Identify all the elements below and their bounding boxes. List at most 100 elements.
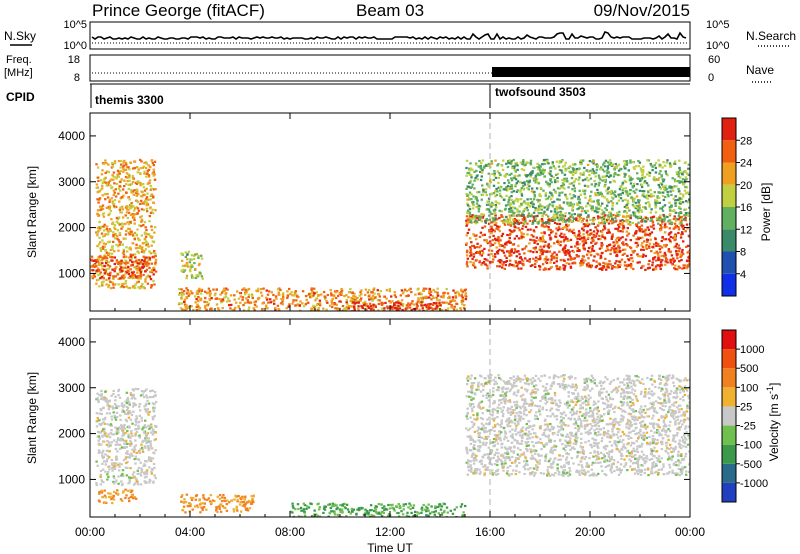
heatmap-cell [561, 165, 565, 168]
heatmap-cell [492, 234, 495, 237]
y-tick-label: 4000 [58, 129, 85, 143]
heatmap-cell [137, 458, 141, 461]
heatmap-cell [399, 303, 403, 306]
heatmap-cell [575, 217, 578, 220]
heatmap-cell [150, 193, 154, 196]
heatmap-cell [668, 201, 671, 204]
heatmap-cell [626, 162, 629, 165]
heatmap-cell [626, 215, 630, 218]
heatmap-cell [103, 398, 106, 401]
heatmap-cell [374, 305, 377, 308]
heatmap-cell [510, 230, 513, 233]
heatmap-cell [194, 498, 197, 501]
heatmap-cell [683, 189, 687, 192]
heatmap-cell [393, 304, 396, 307]
noise-panel [89, 21, 691, 50]
heatmap-cell [129, 495, 133, 499]
heatmap-cell [561, 178, 564, 182]
heatmap-cell [139, 171, 142, 174]
heatmap-cell [455, 302, 459, 305]
heatmap-cell [188, 269, 192, 272]
heatmap-cell [436, 305, 439, 308]
heatmap-cell [417, 299, 420, 302]
heatmap-cell [114, 481, 117, 484]
heatmap-cell [135, 451, 138, 454]
heatmap-cell [123, 179, 126, 182]
heatmap-cell [585, 176, 589, 179]
heatmap-cell [129, 393, 133, 396]
heatmap-cell [191, 292, 194, 295]
heatmap-cell [591, 208, 595, 211]
heatmap-cell [684, 212, 688, 215]
heatmap-cell [116, 450, 119, 453]
heatmap-cell [102, 280, 105, 283]
heatmap-cell [629, 257, 632, 260]
heatmap-cell [539, 257, 542, 260]
heatmap-cell [510, 187, 514, 190]
heatmap-cell [558, 204, 561, 207]
heatmap-cell [137, 180, 140, 183]
heatmap-cell [618, 265, 621, 268]
heatmap-cell [122, 425, 125, 428]
heatmap-cell [105, 206, 108, 209]
heatmap-cell [123, 439, 126, 442]
heatmap-cell [595, 168, 598, 171]
heatmap-cell [668, 207, 672, 210]
heatmap-cell [662, 198, 666, 201]
heatmap-cell [562, 264, 565, 267]
heatmap-cell [111, 433, 114, 436]
heatmap-cell [340, 288, 343, 291]
heatmap-cell [576, 237, 579, 240]
heatmap-cell [360, 297, 363, 300]
heatmap-cell [105, 257, 109, 260]
heatmap-cell [681, 248, 684, 252]
heatmap-cell [138, 402, 142, 406]
heatmap-cell [514, 183, 517, 186]
heatmap-cell [516, 189, 519, 192]
heatmap-cell [428, 304, 431, 307]
heatmap-cell [466, 204, 470, 207]
heatmap-cell [123, 169, 126, 172]
heatmap-cell [405, 289, 409, 293]
heatmap-cell [493, 253, 497, 256]
heatmap-cell [312, 294, 315, 297]
heatmap-cell [532, 198, 536, 201]
heatmap-cell [614, 163, 617, 166]
heatmap-cell [117, 171, 120, 174]
heatmap-cell [548, 203, 552, 206]
heatmap-cell [489, 242, 493, 246]
heatmap-cell [435, 306, 438, 309]
heatmap-cell [616, 227, 619, 230]
heatmap-cell [530, 171, 533, 174]
heatmap-cell [521, 181, 524, 185]
heatmap-cell [636, 253, 639, 256]
heatmap-cell [494, 237, 497, 240]
heatmap-cell [212, 288, 215, 291]
heatmap-cell [570, 177, 574, 180]
heatmap-cell [563, 251, 566, 254]
heatmap-cell [552, 257, 556, 260]
heatmap-cell [607, 222, 611, 225]
heatmap-cell [560, 236, 563, 239]
power-panel-bg [90, 113, 690, 311]
heatmap-cell [113, 414, 116, 417]
heatmap-cell [144, 166, 148, 170]
heatmap-cell [153, 178, 157, 181]
heatmap-cell [565, 228, 569, 231]
heatmap-cell [318, 304, 322, 307]
heatmap-cell [141, 195, 144, 198]
heatmap-cell [650, 193, 653, 196]
heatmap-cell [513, 165, 516, 168]
heatmap-cell [618, 226, 621, 229]
heatmap-cell [360, 289, 363, 292]
heatmap-cell [144, 161, 148, 164]
heatmap-cell [642, 165, 645, 168]
heatmap-cell [102, 215, 106, 218]
heatmap-cell [641, 245, 645, 249]
heatmap-cell [600, 267, 603, 270]
heatmap-cell [145, 162, 149, 165]
heatmap-cell [556, 216, 560, 219]
heatmap-cell [224, 295, 228, 298]
heatmap-cell [95, 482, 98, 485]
heatmap-cell [122, 256, 126, 259]
